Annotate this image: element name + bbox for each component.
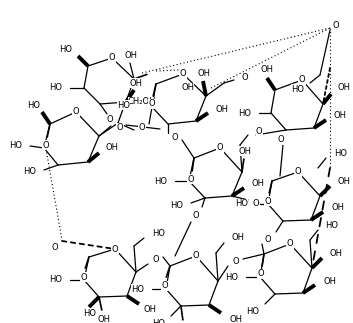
Text: HO: HO: [83, 309, 96, 318]
Text: OH: OH: [143, 306, 156, 315]
Text: O: O: [193, 211, 199, 220]
Text: HO: HO: [291, 85, 304, 93]
Text: O: O: [73, 108, 79, 117]
Text: O: O: [52, 243, 58, 252]
Text: OH: OH: [181, 84, 194, 92]
Text: OH: OH: [331, 203, 344, 213]
Text: HO: HO: [23, 168, 36, 176]
Text: OH: OH: [231, 234, 244, 243]
Text: CH₂OH: CH₂OH: [128, 98, 156, 107]
Text: HO: HO: [334, 150, 347, 159]
Text: OH: OH: [330, 248, 343, 257]
Text: OH: OH: [261, 66, 274, 75]
Text: O: O: [180, 69, 186, 78]
Text: O: O: [295, 168, 301, 176]
Text: OH: OH: [130, 78, 143, 88]
Text: OH: OH: [197, 68, 210, 78]
Text: O: O: [258, 269, 264, 278]
Text: OH: OH: [229, 315, 242, 323]
Text: O: O: [81, 273, 87, 282]
Text: O: O: [256, 127, 263, 136]
Text: O: O: [139, 122, 145, 131]
Text: OH: OH: [252, 180, 265, 189]
Text: O: O: [278, 136, 284, 144]
Text: HO: HO: [246, 307, 259, 316]
Text: OH: OH: [239, 147, 251, 155]
Text: O: O: [242, 74, 249, 82]
Text: OH: OH: [337, 84, 350, 92]
Text: HO: HO: [49, 276, 62, 285]
Text: HO: HO: [225, 273, 238, 282]
Text: OH: OH: [338, 176, 351, 185]
Text: O: O: [217, 143, 223, 152]
Text: OH: OH: [323, 276, 336, 286]
Text: HO: HO: [59, 46, 72, 55]
Text: OH: OH: [334, 111, 347, 120]
Text: O: O: [188, 174, 194, 183]
Text: O: O: [193, 252, 199, 261]
Text: O: O: [333, 20, 339, 29]
Text: OH: OH: [97, 315, 110, 323]
Text: OH: OH: [125, 51, 138, 60]
Text: O: O: [162, 282, 168, 290]
Text: HO: HO: [325, 221, 338, 230]
Text: HO: HO: [154, 176, 167, 185]
Text: O: O: [112, 245, 118, 254]
Text: HO: HO: [235, 200, 248, 209]
Text: O: O: [107, 116, 113, 124]
Text: OH: OH: [106, 143, 119, 152]
Text: HO: HO: [152, 230, 165, 238]
Text: OH: OH: [216, 105, 229, 113]
Text: O: O: [117, 123, 123, 132]
Text: HO: HO: [49, 84, 62, 92]
Text: O: O: [153, 255, 159, 265]
Text: O: O: [43, 141, 49, 150]
Text: HO: HO: [27, 100, 40, 109]
Text: HO: HO: [152, 318, 165, 323]
Text: O: O: [265, 196, 271, 205]
Text: HO: HO: [131, 285, 144, 294]
Text: HO: HO: [9, 141, 22, 151]
Text: O: O: [299, 76, 305, 85]
Text: O: O: [172, 133, 178, 142]
Text: HO: HO: [117, 100, 130, 109]
Text: O: O: [287, 239, 293, 248]
Text: O: O: [253, 200, 259, 209]
Text: O: O: [149, 99, 155, 109]
Text: O: O: [109, 54, 115, 62]
Text: HO: HO: [170, 202, 183, 211]
Text: O: O: [233, 257, 239, 266]
Text: HO: HO: [238, 109, 251, 118]
Text: O: O: [265, 235, 271, 245]
